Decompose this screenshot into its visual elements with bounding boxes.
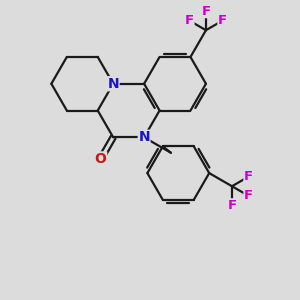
Text: O: O (95, 152, 106, 166)
Text: N: N (138, 130, 150, 144)
Text: F: F (244, 170, 253, 183)
Text: F: F (218, 14, 227, 27)
Text: F: F (185, 14, 194, 27)
Text: N: N (107, 77, 119, 91)
Text: F: F (201, 4, 211, 18)
Text: F: F (244, 189, 253, 202)
Text: F: F (227, 199, 236, 212)
